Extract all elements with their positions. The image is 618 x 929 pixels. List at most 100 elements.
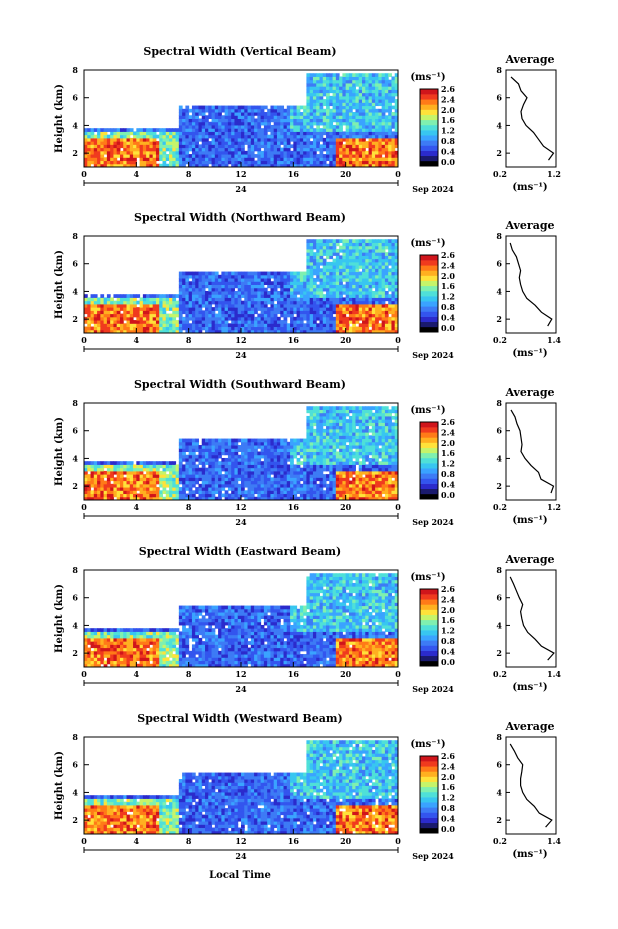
heatmap-cell (191, 303, 196, 308)
heatmap-cell (241, 284, 245, 289)
heatmap-cell (329, 150, 334, 155)
heatmap-cell (237, 134, 242, 139)
heatmap-cell (381, 303, 386, 308)
heatmap-cell (290, 278, 294, 282)
heatmap-cell (352, 115, 356, 119)
heatmap-cell (319, 451, 324, 456)
heatmap-cell (263, 105, 268, 110)
heatmap-cell (191, 160, 196, 165)
heatmap-cell (316, 451, 320, 456)
heatmap-cell (211, 134, 216, 139)
heatmap-cell (286, 490, 291, 495)
heatmap-cell (276, 108, 281, 113)
heatmap-cell (152, 141, 157, 145)
heatmap-cell (214, 487, 219, 491)
heatmap-cell (368, 258, 373, 263)
heatmap-cell (185, 150, 190, 155)
heatmap-cell (182, 290, 186, 295)
heatmap-cell (322, 461, 327, 465)
heatmap-cell (254, 154, 258, 158)
heatmap-cell (355, 294, 360, 298)
heatmap-cell (260, 284, 265, 289)
heatmap-cell (139, 154, 144, 158)
heatmap-cell (381, 163, 386, 168)
heatmap-cell (263, 281, 268, 285)
heatmap-cell (142, 131, 147, 136)
heatmap-cell (270, 464, 275, 469)
heatmap-cell (169, 467, 173, 472)
heatmap-cell (391, 141, 396, 145)
heatmap-cell (355, 82, 360, 87)
heatmap-cell (355, 271, 360, 276)
heatmap-cell (185, 287, 190, 292)
y-axis-label: Height (km) (54, 250, 65, 319)
heatmap-cell (146, 323, 150, 328)
heatmap-cell (362, 274, 366, 279)
heatmap-cell (358, 112, 363, 116)
heatmap-cell (234, 320, 239, 324)
heatmap-cell (316, 287, 320, 292)
heatmap-cell (355, 255, 360, 260)
heatmap-cell (244, 287, 249, 292)
heatmap-cell (159, 157, 163, 162)
heatmap-cell (211, 454, 216, 459)
heatmap-cell (381, 108, 386, 113)
heatmap-cell (149, 461, 154, 465)
heatmap-cell (241, 457, 245, 462)
heatmap-cell (388, 82, 392, 87)
heatmap-cell (276, 157, 281, 162)
heatmap-cell (355, 252, 360, 256)
heatmap-cell (286, 445, 291, 449)
heatmap-cell (339, 329, 343, 334)
heatmap-cell (172, 147, 177, 152)
heatmap-cell (90, 128, 95, 132)
heatmap-cell (368, 307, 373, 311)
heatmap-cell (100, 147, 105, 152)
heatmap-cell (136, 144, 141, 149)
heatmap-cell (129, 157, 134, 162)
heatmap-cell (365, 294, 370, 298)
heatmap-cell (139, 144, 144, 149)
heatmap-cell (381, 261, 386, 266)
heatmap-cell (384, 294, 389, 298)
heatmap-cell (116, 150, 121, 155)
heatmap-cell (129, 307, 134, 311)
heatmap-cell (116, 480, 121, 485)
heatmap-cell (335, 82, 340, 87)
heatmap-cell (136, 154, 141, 158)
heatmap-cell (306, 326, 311, 331)
heatmap-cell (329, 128, 334, 132)
heatmap-cell (113, 320, 118, 324)
heatmap-cell (211, 464, 216, 469)
heatmap-cell (342, 255, 347, 260)
heatmap-cell (84, 303, 88, 308)
heatmap-cell (191, 326, 196, 331)
heatmap-cell (100, 128, 105, 132)
heatmap-cell (205, 316, 209, 321)
heatmap-cell (316, 409, 320, 414)
heatmap-cell (185, 493, 190, 498)
heatmap-cell (280, 470, 285, 475)
heatmap-cell (218, 445, 222, 449)
heatmap-cell (319, 428, 324, 433)
heatmap-cell (110, 128, 114, 132)
heatmap-cell (119, 297, 124, 302)
colorbar-swatch (420, 150, 438, 157)
heatmap-cell (106, 474, 111, 478)
heatmap-cell (365, 242, 370, 247)
heatmap-cell (309, 470, 314, 475)
heatmap-cell (309, 255, 314, 260)
heatmap-cell (309, 487, 314, 491)
heatmap-cell (149, 470, 154, 475)
heatmap-cell (198, 157, 203, 162)
heatmap-cell (113, 150, 118, 155)
heatmap-cell (388, 316, 392, 321)
heatmap-cell (139, 150, 144, 155)
heatmap-cell (211, 294, 216, 298)
heatmap-cell (322, 157, 327, 162)
heatmap-cell (319, 150, 324, 155)
heatmap-cell (296, 467, 301, 472)
heatmap-cell (316, 454, 320, 459)
heatmap-cell (136, 493, 141, 498)
heatmap-cell (87, 490, 92, 495)
